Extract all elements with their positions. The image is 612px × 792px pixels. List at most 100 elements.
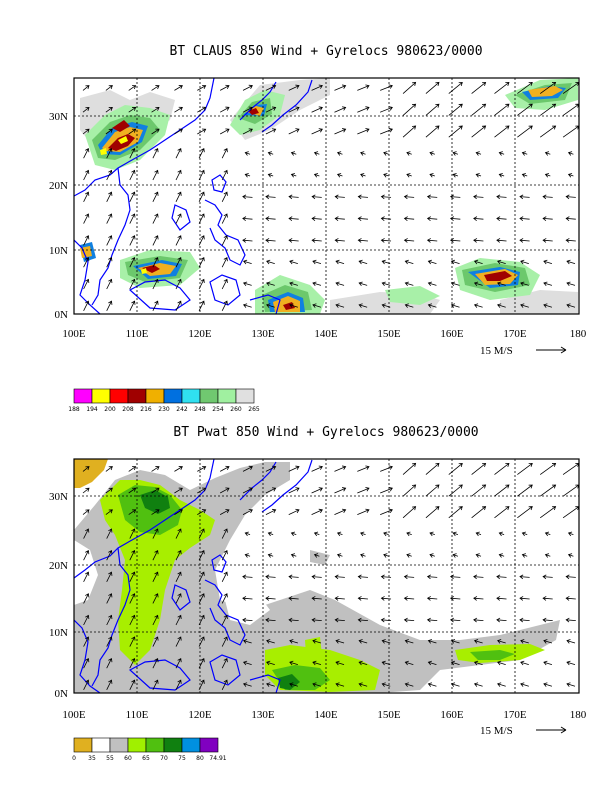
wind-vector [267, 173, 274, 178]
colorbar-label: 208 [122, 406, 134, 413]
wind-vector [565, 194, 576, 200]
x-tick: 150E [377, 709, 401, 721]
wind-vector [452, 531, 459, 537]
wind-vector [313, 531, 320, 537]
wind-vector [539, 506, 557, 519]
wind-vector [242, 596, 253, 601]
wind-vector [567, 531, 574, 537]
wind-vector [473, 574, 484, 580]
wind-vector [152, 571, 159, 582]
wind-vector [242, 303, 252, 308]
wind-vector [151, 128, 160, 135]
wind-vector [427, 639, 437, 644]
wind-vector [244, 173, 251, 178]
wind-vector [106, 679, 113, 690]
wind-vector [562, 506, 579, 519]
colorbar-label: 260 [230, 406, 242, 413]
wind-vector [519, 596, 530, 601]
wind-vector [357, 194, 368, 200]
wind-vector [175, 636, 182, 647]
wind-vector [83, 549, 90, 561]
wind-vector [567, 553, 574, 558]
wind-vector [471, 125, 487, 138]
wind-vector [221, 235, 228, 246]
wind-vector [312, 259, 322, 265]
wind-vector [311, 238, 322, 243]
wind-vector [106, 191, 113, 202]
wind-vector [175, 679, 182, 690]
wind-vector [427, 303, 437, 308]
wind-vector [83, 278, 90, 290]
wind-vector [357, 596, 368, 601]
wind-vector [520, 281, 529, 287]
claus-yellow-area [100, 136, 147, 274]
wind-vector [129, 593, 136, 604]
wind-vector [403, 238, 415, 243]
wind-vector [381, 682, 391, 687]
wind-vector [221, 657, 228, 669]
wind-vector [380, 508, 393, 515]
wind-vector [450, 238, 461, 243]
wind-vector [357, 128, 370, 135]
wind-vector [105, 487, 113, 494]
wind-vector [543, 303, 553, 308]
wind-vector [566, 259, 576, 265]
wind-vector [221, 614, 228, 626]
wind-vector [357, 487, 370, 494]
wind-vector [336, 151, 343, 156]
wind-vector [151, 466, 160, 472]
wind-vector [221, 278, 228, 290]
wind-vector [475, 531, 482, 537]
wind-vector [105, 509, 113, 515]
wind-vector [475, 173, 482, 178]
wind-vector [429, 531, 435, 537]
wind-vector [473, 194, 484, 200]
wind-vector [106, 300, 113, 311]
x-tick: 180 [570, 709, 587, 721]
wind-vector [174, 509, 183, 515]
wind-vector [289, 639, 298, 644]
wind-vector [425, 484, 440, 497]
wind-vector [83, 235, 90, 246]
wind-vector [475, 151, 482, 156]
wind-vector [288, 465, 300, 472]
wind-vector [539, 125, 557, 138]
wind-vector [520, 259, 529, 265]
colorbar-label: 254 [212, 406, 224, 413]
wind-vector [565, 617, 576, 623]
wind-vector [543, 682, 553, 687]
wind-vector [311, 508, 323, 515]
wind-vector [266, 303, 275, 308]
panel1-wind-vectors [82, 81, 579, 311]
wind-vector [497, 281, 506, 287]
wind-vector [335, 303, 345, 308]
panel1-grid [74, 78, 579, 314]
wind-vector [106, 169, 113, 181]
wind-vector [152, 191, 159, 202]
vector-scale-label: 15 M/S [480, 725, 513, 737]
wind-vector [539, 484, 557, 497]
wind-vector [450, 660, 460, 666]
wind-vector [517, 125, 533, 138]
wind-vector [221, 213, 228, 224]
wind-vector [266, 281, 275, 287]
wind-vector [198, 300, 205, 311]
wind-vector [83, 679, 90, 690]
wind-vector [450, 259, 460, 265]
wind-vector [383, 531, 389, 537]
vector-scale-arrowhead [560, 726, 567, 734]
wind-vector [544, 531, 551, 537]
wind-vector [82, 509, 90, 515]
wind-vector [219, 128, 230, 135]
colorbar-swatch [145, 388, 165, 404]
wind-vector [288, 106, 300, 113]
panel1-x-ticks: 100E 110E 120E 130E 140E 150E 160E 170E … [62, 328, 586, 340]
wind-vector [266, 259, 275, 265]
wind-vector [265, 84, 277, 91]
wind-vector [105, 466, 113, 472]
wind-vector [471, 81, 487, 94]
wind-vector [219, 487, 230, 494]
wind-vector [383, 151, 389, 156]
wind-vector [521, 151, 528, 156]
wind-vector [129, 614, 136, 626]
